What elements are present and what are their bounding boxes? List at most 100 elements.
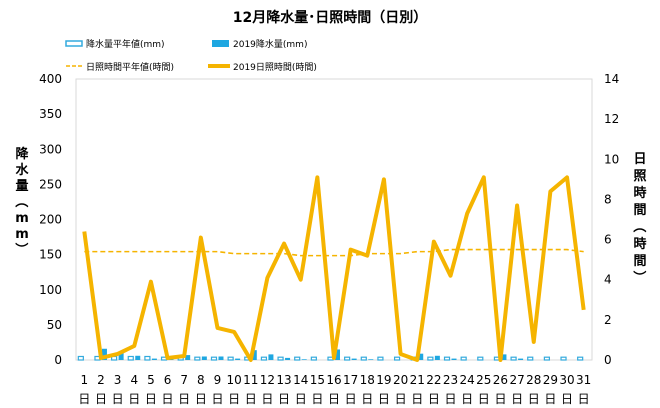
x-tick-label: 6 — [164, 373, 172, 387]
line-sunshine-normal — [84, 248, 584, 257]
axis-label-char: 時 — [633, 185, 646, 201]
series-precip-2019 — [101, 348, 524, 360]
series-sunshine — [82, 175, 586, 362]
x-tick-label: 12 — [260, 373, 275, 387]
x-tick-day: 日 — [95, 392, 107, 406]
x-tick-label: 20 — [393, 373, 408, 387]
x-tick-day: 日 — [162, 392, 174, 406]
bar-2019 — [201, 356, 207, 360]
x-tick-day: 日 — [311, 392, 323, 406]
bar-normal — [260, 356, 268, 361]
x-tick-label: 31 — [576, 373, 591, 387]
bar-2019 — [101, 348, 107, 360]
x-tick-day: 日 — [578, 392, 590, 406]
bar-2019 — [301, 359, 307, 360]
left-tick-label: 100 — [39, 283, 62, 297]
axis-label-char: 間 — [633, 203, 646, 218]
x-tick-label: 11 — [243, 373, 258, 387]
right-tick-label: 14 — [604, 72, 619, 86]
axis-label-char: m — [15, 227, 29, 242]
left-tick-label: 250 — [39, 177, 62, 191]
bar-normal — [294, 356, 301, 361]
x-tick-label: 27 — [509, 373, 524, 387]
bar-normal — [477, 356, 484, 361]
x-tick-label: 14 — [293, 373, 308, 387]
right-tick-label: 10 — [604, 152, 619, 166]
axis-label-char: （ — [13, 194, 29, 207]
axis-label-char: 量 — [15, 179, 28, 194]
bar-2019 — [351, 358, 357, 360]
x-tick-day: 日 — [378, 392, 390, 406]
bar-2019 — [434, 355, 440, 360]
x-tick-day: 日 — [561, 392, 573, 406]
left-tick-label: 50 — [47, 318, 62, 332]
bar-normal — [427, 356, 434, 361]
bar-normal — [77, 355, 84, 361]
x-tick-day: 日 — [528, 392, 540, 406]
x-tick-label: 25 — [476, 373, 491, 387]
legend-label-precip-2019: 2019降水量(mm) — [233, 38, 307, 50]
axis-label-char: 水 — [15, 162, 29, 178]
x-tick-day: 日 — [328, 392, 340, 406]
bar-2019 — [218, 356, 224, 360]
x-tick-day: 日 — [78, 392, 90, 406]
x-tick-day: 日 — [245, 392, 257, 406]
bar-normal — [460, 356, 467, 361]
bar-2019 — [368, 359, 374, 360]
x-tick-day: 日 — [195, 392, 207, 406]
x-tick-label: 3 — [114, 373, 122, 387]
left-axis-label: 降水量（mm） — [13, 146, 29, 256]
bar-normal — [344, 356, 351, 361]
bar-2019 — [168, 359, 174, 360]
x-tick-label: 7 — [180, 373, 188, 387]
x-tick-label: 18 — [360, 373, 375, 387]
x-tick-label: 22 — [426, 373, 441, 387]
bar-2019 — [268, 354, 274, 360]
left-tick-label: 400 — [39, 72, 62, 86]
bar-normal — [527, 356, 534, 361]
x-tick-label: 23 — [443, 373, 458, 387]
x-tick-day: 日 — [145, 392, 157, 406]
left-tick-label: 0 — [54, 353, 62, 367]
bar-2019 — [451, 358, 457, 360]
bar-normal — [144, 355, 151, 361]
x-tick-label: 10 — [226, 373, 241, 387]
x-tick-label: 16 — [326, 373, 341, 387]
x-tick-label: 30 — [559, 373, 574, 387]
bar-2019 — [335, 349, 340, 360]
bar-normal — [227, 356, 234, 361]
chart-title: 12月降水量･日照時間（日別） — [233, 9, 427, 26]
x-tick-label: 17 — [343, 373, 358, 387]
x-tick-day: 日 — [261, 392, 273, 406]
x-tick-label: 21 — [410, 373, 425, 387]
right-tick-label: 8 — [604, 192, 612, 206]
bar-2019 — [285, 357, 291, 360]
x-tick-day: 日 — [445, 392, 457, 406]
bar-normal — [310, 356, 317, 361]
bar-normal — [577, 356, 584, 361]
bar-normal — [194, 356, 201, 361]
x-tick-label: 5 — [147, 373, 155, 387]
x-tick-day: 日 — [411, 392, 423, 406]
bar-normal — [277, 356, 284, 361]
bar-normal — [543, 356, 550, 361]
legend-label-sunshine-2019: 2019日照時間(時間) — [233, 62, 317, 73]
x-tick-label: 13 — [276, 373, 291, 387]
left-tick-label: 350 — [39, 107, 62, 121]
bar-normal — [360, 356, 367, 361]
bar-2019 — [135, 355, 141, 360]
x-tick-label: 9 — [214, 373, 222, 387]
x-tick-label: 1 — [81, 373, 89, 387]
x-tick-day: 日 — [494, 392, 506, 406]
legend: 降水量平年値(mm) 2019降水量(mm) 日照時間平年値(時間) 2019日照時間… — [65, 38, 317, 73]
left-tick-label: 300 — [39, 142, 62, 156]
bar-2019 — [518, 358, 524, 360]
right-tick-label: 0 — [604, 353, 612, 367]
left-tick-label: 150 — [39, 248, 62, 262]
axis-label-char: m — [15, 211, 29, 226]
legend-label-precip-normal: 降水量平年値(mm) — [86, 38, 165, 50]
x-tick-label: 28 — [526, 373, 541, 387]
legend-label-sunshine-normal: 日照時間平年値(時間) — [86, 61, 174, 73]
bar-normal — [127, 355, 134, 361]
